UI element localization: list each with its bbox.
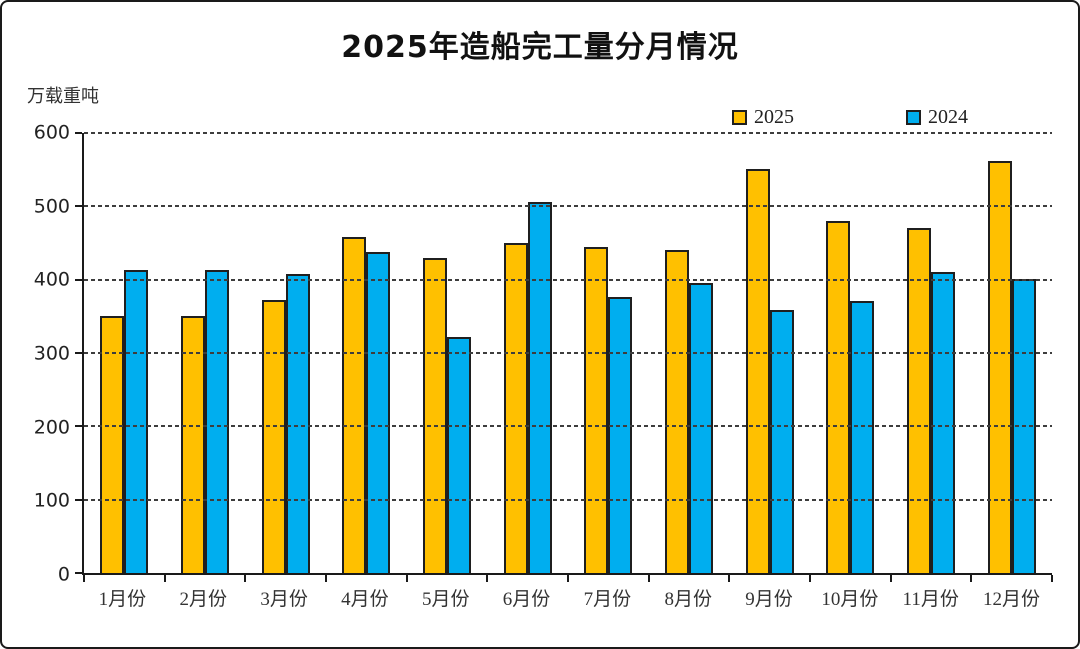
x-tickmark-1 <box>163 575 166 582</box>
bar-2025-2月份[interactable] <box>181 315 205 573</box>
y-tickmark-200 <box>75 425 82 428</box>
gridline-500 <box>84 205 1052 208</box>
x-tickmark-7 <box>647 575 650 582</box>
y-axis-tick-label-600: 600 <box>33 121 70 144</box>
bar-2024-5月份[interactable] <box>447 336 472 573</box>
legend-item-2024: 2024 <box>906 106 968 129</box>
x-tickmark-12 <box>1051 575 1053 582</box>
bar-2024-6月份[interactable] <box>527 201 552 573</box>
bar-2024-10月份[interactable] <box>850 300 875 573</box>
legend-swatch-2024-icon <box>906 110 921 125</box>
gridline-200 <box>84 425 1052 428</box>
x-tickmark-10 <box>889 575 892 582</box>
y-tickmark-100 <box>75 498 82 501</box>
bar-2025-3月份[interactable] <box>261 300 286 573</box>
bar-2025-7月份[interactable] <box>584 246 609 573</box>
bar-2025-8月份[interactable] <box>665 249 690 573</box>
y-tickmark-0 <box>75 572 82 574</box>
legend-swatch-2025-icon <box>732 110 747 125</box>
y-tickmark-400 <box>75 278 82 281</box>
bar-group-3月份 <box>245 133 326 573</box>
bar-2025-10月份[interactable] <box>826 221 851 573</box>
bar-group-7月份 <box>568 133 649 573</box>
y-axis-tick-label-0: 0 <box>57 563 70 586</box>
x-tickmark-6 <box>567 575 569 582</box>
x-axis-label-9月份: 9月份 <box>745 589 793 610</box>
bar-2025-1月份[interactable] <box>100 316 125 573</box>
legend-label-2024: 2024 <box>928 106 968 128</box>
bar-2025-9月份[interactable] <box>745 168 770 573</box>
x-axis-label-6月份: 6月份 <box>502 589 551 610</box>
x-axis-label-2月份: 2月份 <box>179 589 227 610</box>
bar-2024-3月份[interactable] <box>285 273 310 573</box>
y-axis-tick-label-200: 200 <box>33 416 70 439</box>
legend: 2025 2024 <box>732 106 968 129</box>
x-tickmark-8 <box>728 575 731 582</box>
x-axis-label-4月份: 4月份 <box>341 589 389 610</box>
x-tickmark-3 <box>325 575 327 582</box>
y-tickmark-300 <box>75 352 82 354</box>
gridline-100 <box>84 498 1052 501</box>
x-tickmark-4 <box>405 575 408 582</box>
bar-group-11月份 <box>891 133 972 573</box>
bar-group-8月份 <box>649 133 730 573</box>
bar-group-2月份 <box>165 133 246 573</box>
x-axis-label-11月份: 11月份 <box>902 589 959 610</box>
x-axis-label-5月份: 5月份 <box>421 589 470 610</box>
legend-label-2025: 2025 <box>754 106 794 128</box>
x-axis-label-10月份: 10月份 <box>821 589 879 610</box>
y-axis-unit-label: 万载重吨 <box>27 86 99 107</box>
bar-2024-7月份[interactable] <box>608 296 633 573</box>
x-axis-label-3月份: 3月份 <box>260 589 308 610</box>
y-axis-tick-label-100: 100 <box>33 489 70 512</box>
bar-2024-9月份[interactable] <box>769 309 794 573</box>
bar-2024-8月份[interactable] <box>689 283 714 573</box>
bar-group-6月份 <box>487 133 568 573</box>
bar-2025-4月份[interactable] <box>342 237 367 573</box>
y-axis-tick-labels: 0 100 200 300 400 500 600 <box>2 123 70 584</box>
chart-title: 2025年造船完工量分月情况 <box>341 30 739 65</box>
gridline-400 <box>84 278 1052 281</box>
x-tickmark-2 <box>244 575 247 582</box>
bar-group-5月份 <box>407 133 488 573</box>
bar-2025-11月份[interactable] <box>907 228 932 573</box>
x-axis-label-8月份: 8月份 <box>664 589 712 610</box>
plot-area <box>75 132 1053 582</box>
bar-2025-12月份[interactable] <box>987 160 1012 573</box>
bar-2024-4月份[interactable] <box>366 251 391 573</box>
x-axis-labels: 1月份 2月份 3月份 4月份 5月份 6月份 7月份 8月份 9月份 10月份 11月份 12月份 <box>82 584 1052 611</box>
bar-groups-row <box>84 133 1052 573</box>
bar-2024-11月份[interactable] <box>931 272 956 573</box>
bar-group-4月份 <box>326 133 407 573</box>
bar-2025-6月份[interactable] <box>503 243 528 573</box>
bar-2024-1月份[interactable] <box>124 270 149 573</box>
y-axis-tick-label-500: 500 <box>33 195 70 218</box>
x-tickmark-0 <box>83 575 85 582</box>
y-axis-tick-label-300: 300 <box>33 342 70 365</box>
bar-group-1月份 <box>84 133 165 573</box>
x-tickmark-5 <box>486 575 489 582</box>
x-axis-label-7月份: 7月份 <box>583 589 632 610</box>
x-axis-label-12月份: 12月份 <box>983 589 1041 610</box>
y-tickmark-600 <box>75 132 82 134</box>
x-axis-label-1月份: 1月份 <box>98 589 147 610</box>
bar-2025-5月份[interactable] <box>423 257 448 573</box>
x-tickmark-11 <box>970 575 973 582</box>
y-axis-tick-label-400: 400 <box>33 268 70 291</box>
gridline-300 <box>84 352 1052 354</box>
y-tickmark-500 <box>75 205 82 208</box>
legend-item-2025: 2025 <box>732 106 794 129</box>
gridline-600 <box>84 132 1052 134</box>
x-tickmark-9 <box>809 575 811 582</box>
bar-2024-2月份[interactable] <box>205 270 229 573</box>
